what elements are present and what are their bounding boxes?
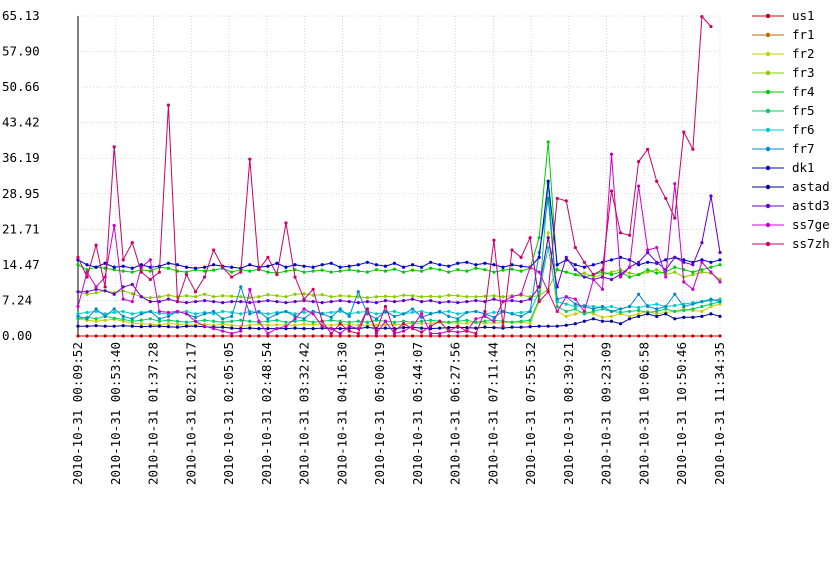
legend-label: fr5 — [792, 103, 815, 118]
data-point — [718, 302, 722, 306]
legend: us1 fr1 fr2 fr3 fr4 fr5 fr6 fr7 dk1 astad astd3 ss7… — [752, 8, 830, 251]
y-tick-label: 7.24 — [2, 292, 32, 307]
x-tick-label: 2010-10-31 02:21:17 — [183, 342, 198, 485]
series-line — [77, 232, 721, 327]
x-tick-label: 2010-10-31 00:09:52 — [70, 342, 85, 485]
legend-label: dk1 — [792, 160, 815, 175]
series-line — [77, 181, 721, 269]
y-tick-label: 57.90 — [2, 44, 40, 59]
data-point — [76, 304, 80, 309]
legend-marker — [765, 89, 771, 95]
legend-label: fr6 — [792, 122, 815, 137]
legend-label: fr4 — [792, 84, 815, 99]
legend-label: astd3 — [792, 198, 830, 213]
legend-label: ss7zh — [792, 236, 830, 251]
x-tick-label: 2010-10-31 04:16:30 — [334, 342, 349, 485]
legend-marker — [765, 32, 771, 38]
y-tick-label: 36.19 — [2, 150, 40, 165]
legend-label: fr2 — [792, 46, 815, 61]
x-tick-label: 2010-10-31 00:53:40 — [108, 342, 123, 485]
series-line — [77, 269, 721, 299]
legend-item-fr1: fr1 — [752, 27, 815, 42]
data-point — [718, 300, 722, 304]
x-tick-label: 2010-10-31 05:00:19 — [372, 342, 387, 485]
series-fr6 — [76, 245, 722, 316]
legend-item-astad: astad — [752, 179, 830, 194]
y-tick-label: 28.95 — [2, 186, 40, 201]
x-tick-label: 2010-10-31 08:39:21 — [561, 342, 576, 485]
legend-item-ss7zh: ss7zh — [752, 236, 830, 251]
legend-label: fr3 — [792, 65, 815, 80]
legend-item-fr7: fr7 — [752, 141, 815, 156]
legend-item-fr4: fr4 — [752, 84, 815, 99]
series-ss7ge — [76, 152, 722, 336]
axes: 0.00 7.24 14.47 21.71 28.95 36.19 43.42 50.66 57… — [2, 8, 727, 485]
series-line — [77, 15, 712, 335]
series-lines — [76, 15, 722, 338]
legend-marker — [765, 184, 771, 190]
data-point — [718, 297, 722, 301]
series-line — [77, 154, 721, 335]
data-point — [718, 263, 722, 267]
legend-item-us1: us1 — [752, 8, 815, 23]
legend-marker — [765, 51, 771, 57]
x-tick-label: 2010-10-31 11:34:35 — [712, 342, 727, 485]
legend-label: fr7 — [792, 141, 815, 156]
legend-marker — [765, 241, 771, 247]
series-line — [77, 141, 721, 278]
legend-marker — [765, 70, 771, 76]
x-tick-label: 2010-10-31 05:44:07 — [410, 342, 425, 485]
legend-label: astad — [792, 179, 830, 194]
series-ss7zh — [76, 15, 713, 336]
legend-item-fr3: fr3 — [752, 65, 815, 80]
y-tick-label: 21.71 — [2, 221, 40, 236]
legend-marker — [765, 165, 771, 171]
legend-item-dk1: dk1 — [752, 160, 815, 175]
y-tick-label: 43.42 — [2, 115, 40, 130]
legend-item-fr2: fr2 — [752, 46, 815, 61]
legend-marker — [765, 203, 771, 209]
x-tick-label: 2010-10-31 03:32:42 — [297, 342, 312, 485]
x-tick-label: 2010-10-31 06:27:56 — [448, 342, 463, 485]
legend-label: ss7ge — [792, 217, 830, 232]
y-tick-label: 0.00 — [2, 328, 32, 343]
grid — [77, 15, 721, 337]
x-tick-label: 2010-10-31 10:50:46 — [674, 342, 689, 485]
series-astd3 — [76, 194, 722, 305]
legend-item-fr6: fr6 — [752, 122, 815, 137]
series-us1 — [76, 334, 722, 338]
series-dk1 — [76, 179, 722, 270]
x-tick-label: 2010-10-31 07:55:32 — [523, 342, 538, 485]
legend-marker — [765, 222, 771, 228]
series-line — [78, 313, 721, 330]
x-tick-label: 2010-10-31 09:23:09 — [599, 342, 614, 485]
legend-marker — [765, 13, 771, 19]
legend-item-ss7ge: ss7ge — [752, 217, 830, 232]
x-tick-label: 2010-10-31 07:11:44 — [485, 342, 500, 485]
legend-marker — [765, 146, 771, 152]
y-tick-label: 14.47 — [2, 257, 40, 272]
legend-marker — [765, 127, 771, 133]
y-tick-label: 50.66 — [2, 79, 40, 94]
legend-marker — [765, 108, 771, 114]
series-line — [78, 195, 721, 304]
series-line — [77, 247, 721, 315]
x-tick-label: 2010-10-31 02:48:54 — [259, 342, 274, 485]
series-fr4 — [76, 140, 722, 279]
data-point — [718, 314, 722, 318]
legend-label: us1 — [792, 8, 815, 23]
y-tick-label: 65.13 — [2, 8, 40, 23]
x-tick-label: 2010-10-31 10:06:58 — [636, 342, 651, 485]
x-tick-label: 2010-10-31 02:05:05 — [221, 342, 236, 485]
legend-label: fr1 — [792, 27, 815, 42]
data-point — [76, 317, 80, 321]
legend-item-astd3: astd3 — [752, 198, 830, 213]
legend-item-fr5: fr5 — [752, 103, 815, 118]
x-tick-label: 2010-10-31 01:37:28 — [146, 342, 161, 485]
